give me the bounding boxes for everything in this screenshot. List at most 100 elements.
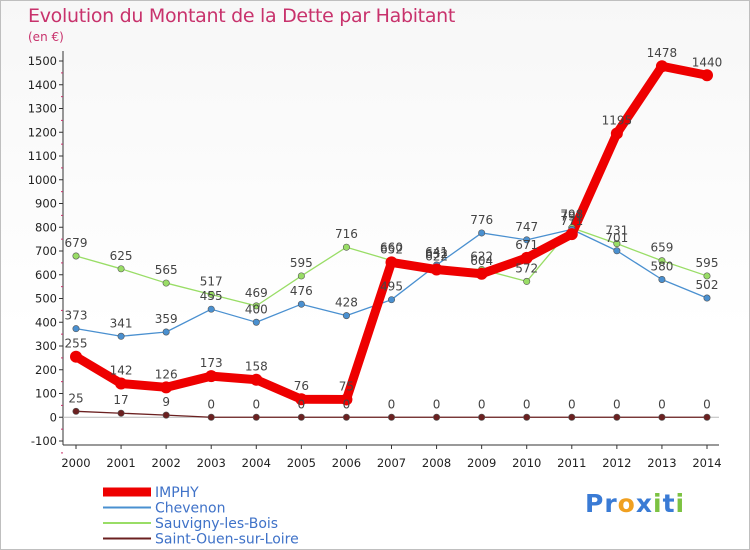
- data-label: 622: [470, 250, 493, 264]
- data-point: [115, 377, 128, 390]
- data-point: [207, 413, 215, 421]
- data-point: [523, 413, 531, 421]
- y-tick-label: 1300: [28, 102, 57, 116]
- data-point: [207, 290, 215, 298]
- data-label: 0: [433, 397, 441, 411]
- y-tick-label: 500: [35, 292, 57, 306]
- y-tick-label: 300: [35, 339, 57, 353]
- x-tick-label: 2006: [332, 456, 361, 470]
- data-point: [568, 413, 576, 421]
- data-label: 0: [658, 397, 666, 411]
- data-point: [430, 263, 443, 276]
- legend-label: Saint-Ouen-sur-Loire: [155, 532, 299, 548]
- y-tick-label: 200: [35, 363, 57, 377]
- x-tick-label: 2001: [106, 456, 135, 470]
- data-point: [701, 69, 713, 82]
- data-label: 76: [294, 379, 309, 393]
- data-label: 604: [470, 254, 493, 268]
- chart-title: Evolution du Montant de la Dette par Hab…: [28, 5, 456, 27]
- logo-letter: i: [653, 489, 663, 518]
- data-point: [70, 350, 82, 363]
- x-tick-label: 2012: [602, 456, 631, 470]
- data-label: 495: [380, 280, 403, 294]
- data-label: 747: [515, 220, 538, 234]
- data-point: [613, 413, 621, 421]
- data-point: [613, 247, 621, 255]
- data-label: 641: [425, 245, 448, 259]
- data-point: [613, 240, 621, 248]
- data-point: [252, 318, 260, 326]
- data-label: 255: [65, 337, 88, 351]
- y-tick-label: 800: [35, 220, 57, 234]
- proxiti-logo: Proxiti: [585, 489, 685, 518]
- data-label: 173: [200, 356, 223, 370]
- data-label: 660: [380, 241, 403, 255]
- data-label: 0: [568, 397, 576, 411]
- data-point: [565, 228, 578, 241]
- data-label: 0: [703, 397, 711, 411]
- y-tick-label: 600: [35, 268, 57, 282]
- data-label: 0: [613, 397, 621, 411]
- data-label: 632: [425, 247, 448, 261]
- data-point: [658, 413, 666, 421]
- y-tick-label: 1000: [28, 173, 57, 187]
- y-tick-label: 400: [35, 315, 57, 329]
- x-tick-label: 2000: [61, 456, 90, 470]
- x-tick-label: 2011: [557, 456, 586, 470]
- data-label: 341: [110, 316, 133, 330]
- data-label: 580: [650, 260, 673, 274]
- data-point: [297, 413, 305, 421]
- y-tick-label: 1100: [28, 149, 57, 163]
- x-tick-label: 2004: [242, 456, 271, 470]
- series-points: [70, 60, 713, 421]
- legend: IMPHYChevenonSauvigny-les-BoisSaint-Ouen…: [103, 485, 299, 548]
- data-label: 595: [290, 256, 313, 270]
- data-point: [162, 279, 170, 287]
- x-tick-label: 2010: [512, 456, 541, 470]
- data-label: 731: [605, 224, 628, 238]
- data-label: 595: [696, 256, 719, 270]
- data-label: 25: [68, 391, 83, 405]
- data-point: [117, 332, 125, 340]
- data-label: 0: [207, 397, 215, 411]
- axes: -100010020030040050060070080090010001100…: [28, 51, 722, 470]
- data-point: [297, 272, 305, 280]
- data-label: 798: [560, 208, 583, 222]
- data-label: 1440: [692, 55, 723, 69]
- data-point: [478, 413, 486, 421]
- data-label: 428: [335, 296, 358, 310]
- data-point: [162, 411, 170, 419]
- y-tick-label: 700: [35, 244, 57, 258]
- data-label: 701: [605, 231, 628, 245]
- data-label: 565: [155, 263, 178, 277]
- data-point: [160, 381, 173, 394]
- data-point: [703, 272, 711, 280]
- data-label: 359: [155, 312, 178, 326]
- data-point: [703, 294, 711, 302]
- data-point: [340, 393, 353, 406]
- data-point: [72, 325, 80, 333]
- data-label: 502: [696, 278, 719, 292]
- y-tick-label: 1200: [28, 125, 57, 139]
- data-label: 373: [65, 309, 88, 323]
- data-label: 142: [110, 364, 133, 378]
- data-label: 0: [523, 397, 531, 411]
- data-point: [205, 370, 218, 383]
- x-tick-label: 2008: [422, 456, 451, 470]
- data-label: 622: [425, 250, 448, 264]
- legend-label: Sauvigny-les-Bois: [155, 516, 278, 532]
- data-point: [72, 252, 80, 260]
- data-point: [610, 127, 623, 140]
- data-label: 659: [650, 241, 673, 255]
- data-point: [703, 413, 711, 421]
- x-tick-label: 2007: [377, 456, 406, 470]
- y-tick-label: 100: [35, 387, 57, 401]
- x-tick-label: 2002: [152, 456, 181, 470]
- data-label: 572: [515, 261, 538, 275]
- data-point: [342, 413, 350, 421]
- data-point: [250, 373, 263, 386]
- data-point: [252, 302, 260, 310]
